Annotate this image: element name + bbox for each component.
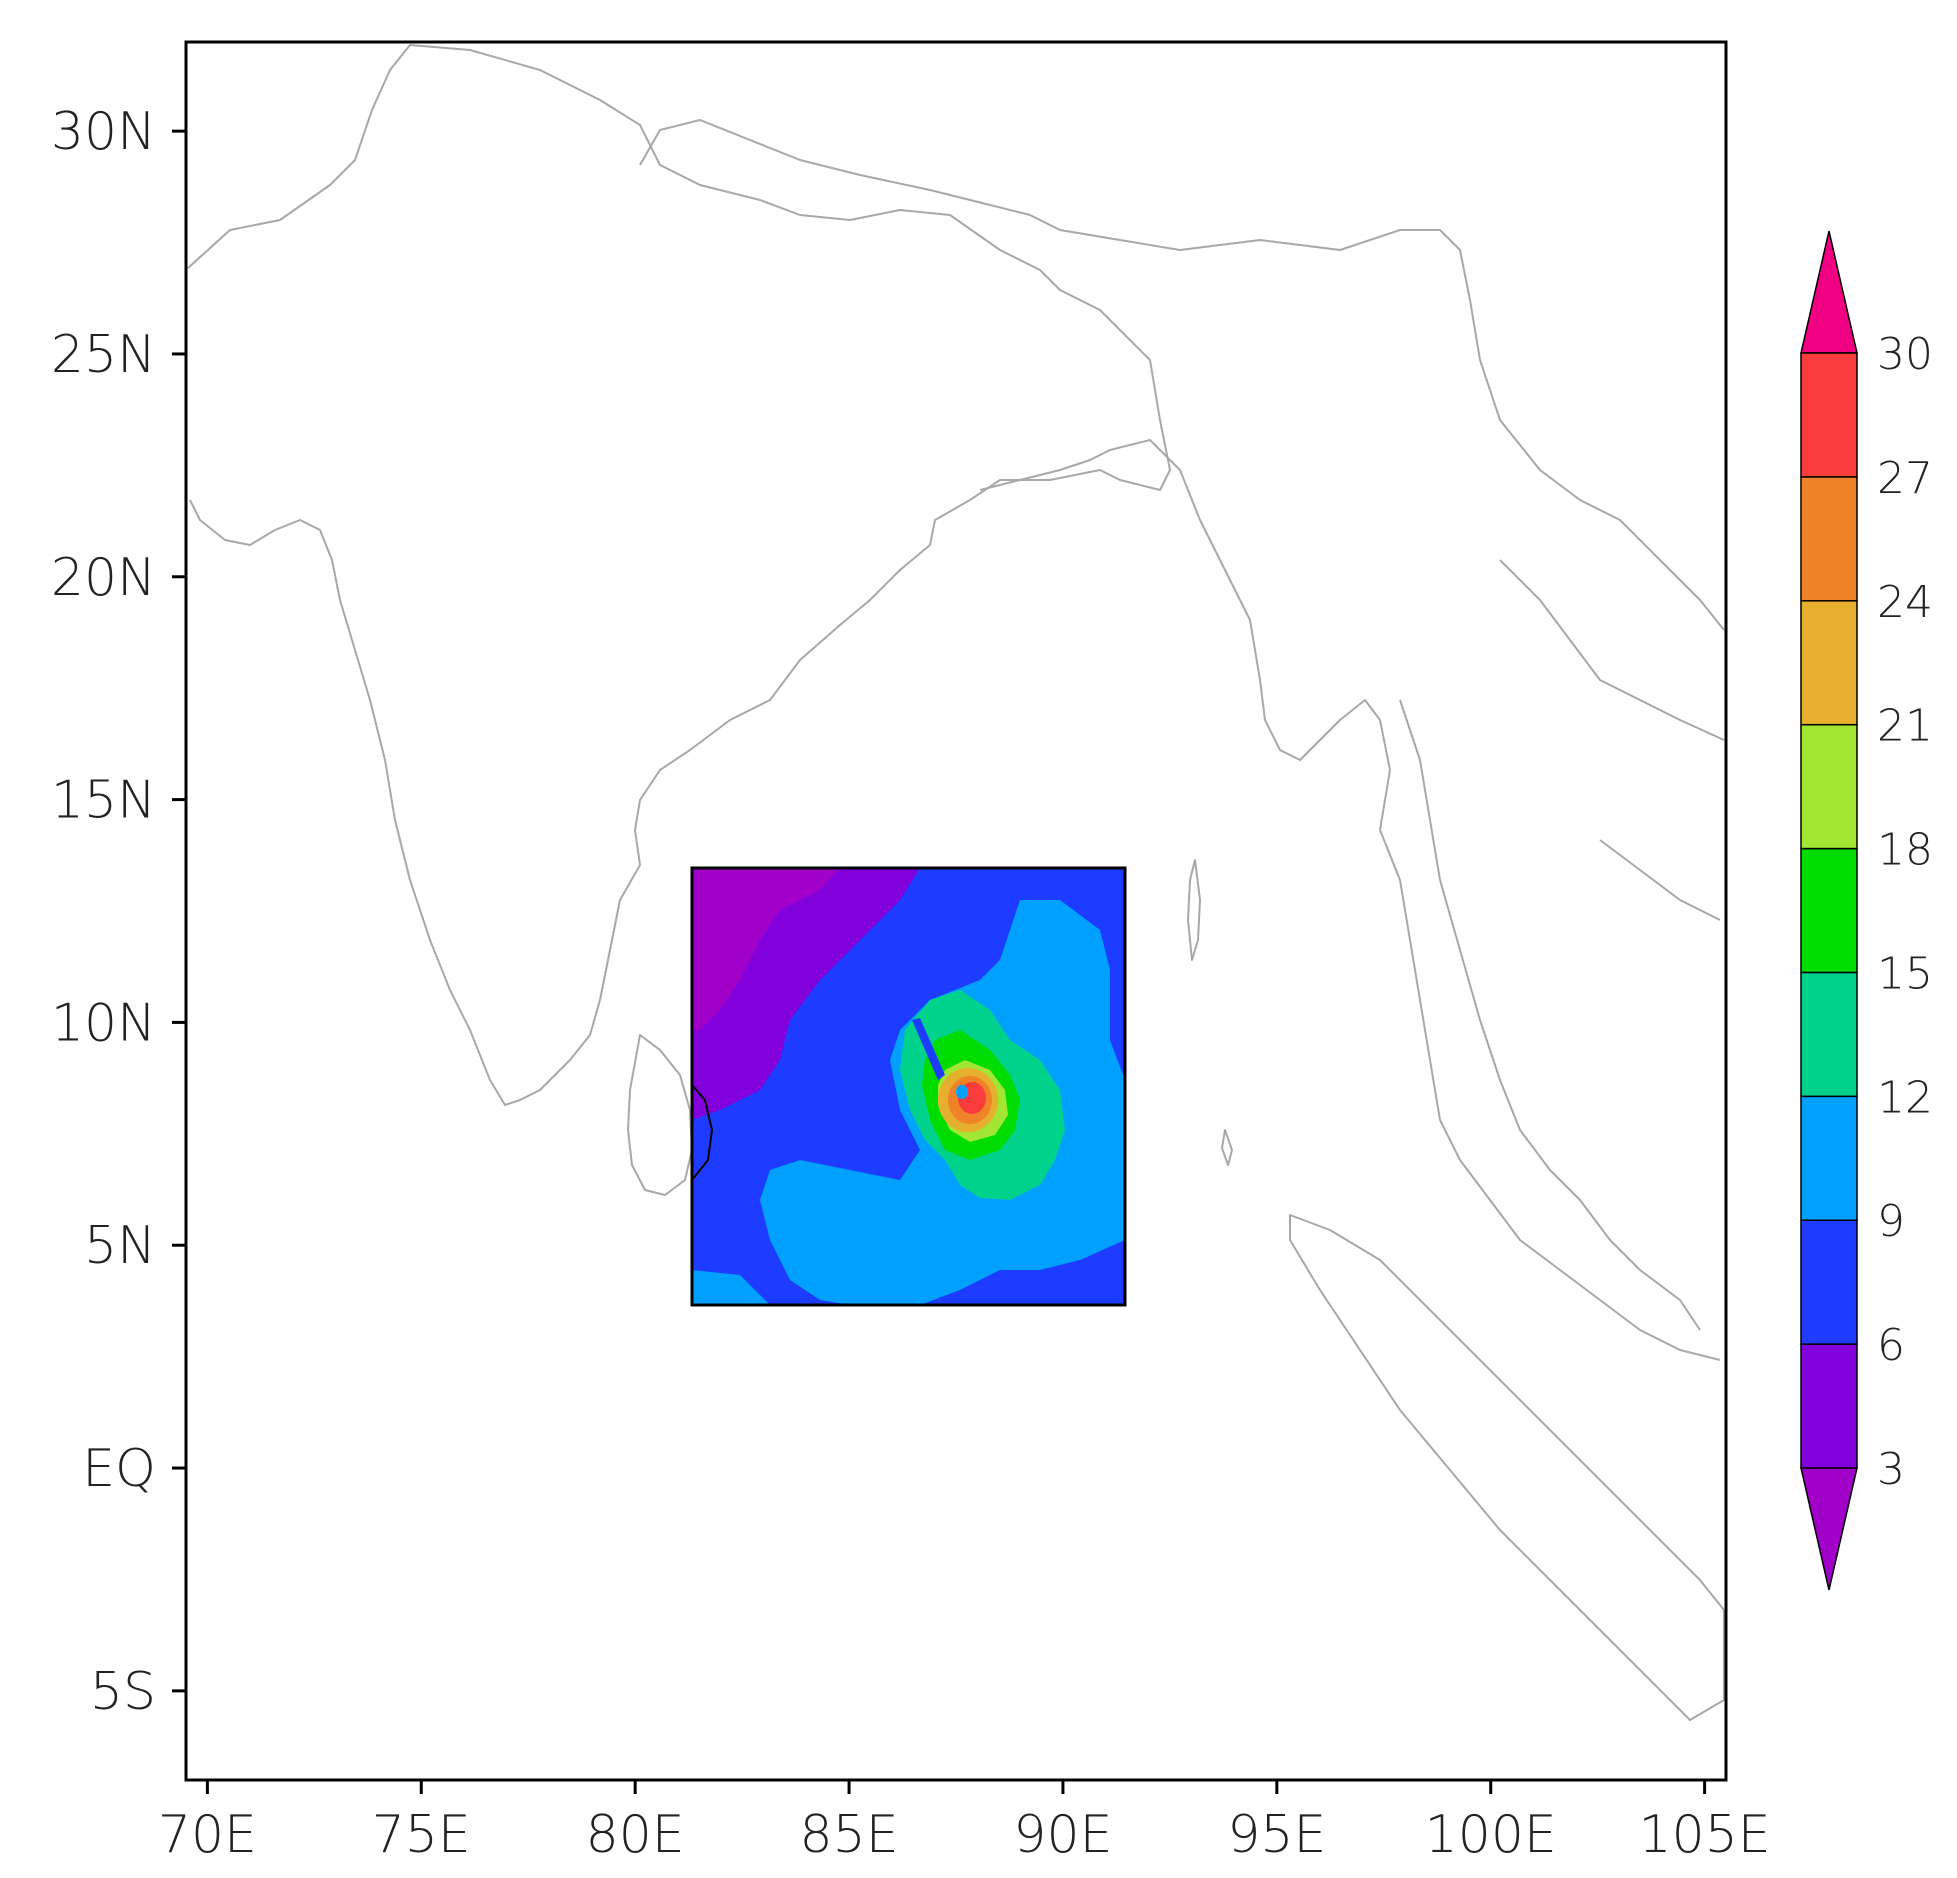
x-tick-label: 90E — [1013, 1805, 1112, 1865]
colorbar-label: 21 — [1877, 701, 1933, 752]
colorbar-label: 12 — [1877, 1072, 1933, 1123]
coastline-andaman — [1187, 859, 1201, 961]
colorbar-bin — [1800, 600, 1858, 726]
inset-fill-9-12-corner — [692, 1270, 770, 1305]
colorbar-label: 6 — [1877, 1320, 1905, 1371]
border-north — [639, 119, 1471, 301]
colorbar-extend-min — [1800, 1467, 1858, 1591]
y-axis: 30N 25N 20N 15N 10N 5N EQ 5S — [51, 102, 186, 1722]
colorbar-label: 18 — [1877, 825, 1933, 876]
x-axis: 70E 75E 80E 85E 90E 95E 100E 105E — [158, 1780, 1771, 1865]
inset-contour — [691, 1084, 714, 1181]
x-tick-label: 80E — [586, 1805, 685, 1865]
inset-storm-eye — [956, 1085, 968, 1099]
colorbar-label: 3 — [1877, 1444, 1905, 1495]
x-tick-label: 70E — [158, 1805, 257, 1865]
colorbar-bin — [1800, 476, 1858, 602]
colorbar-label: 9 — [1877, 1196, 1905, 1247]
coastline-malay — [1399, 699, 1701, 1331]
colorbar-label: 15 — [1877, 948, 1933, 999]
colorbar-bin — [1800, 971, 1858, 1098]
colorbar-label: 24 — [1877, 577, 1933, 628]
coastlines — [187, 44, 1725, 1721]
colorbar: 3 6 9 12 15 18 21 24 27 30 — [1800, 230, 1933, 1591]
coastline-sri-lanka — [627, 1034, 693, 1196]
wind-speed-inset — [690, 866, 1127, 1307]
colorbar-extend-max — [1800, 230, 1858, 354]
colorbar-label: 30 — [1877, 329, 1933, 380]
coastline-sumatra — [1289, 1214, 1725, 1721]
y-tick-label: 15N — [51, 771, 156, 831]
map-frame — [184, 40, 1728, 1782]
inset-border — [690, 866, 1127, 1307]
coastline-indochina — [1469, 299, 1725, 921]
colorbar-label: 27 — [1877, 453, 1933, 504]
y-tick-label: 5S — [90, 1662, 156, 1722]
colorbar-bin — [1800, 352, 1858, 478]
colorbar-bin — [1800, 847, 1858, 974]
coastline-myanmar — [979, 439, 1721, 1361]
x-tick-label: 75E — [372, 1805, 471, 1865]
colorbar-bin — [1800, 723, 1858, 850]
colorbar-bin — [1800, 1343, 1858, 1469]
inset-fill-below-3 — [692, 868, 840, 1030]
map-panel: 70E 75E 80E 85E 90E 95E 100E 105E 30N 25N 20N 15N 1… — [51, 40, 1771, 1865]
y-tick-label: 5N — [84, 1216, 156, 1276]
colorbar-bin — [1800, 1219, 1858, 1345]
x-tick-label: 95E — [1227, 1805, 1326, 1865]
colorbar-bin — [1800, 1095, 1858, 1221]
y-tick-label: 20N — [51, 548, 156, 608]
inset-streak — [912, 1018, 945, 1080]
coastline-india — [187, 44, 1171, 1106]
x-tick-label: 100E — [1425, 1805, 1557, 1865]
y-tick-label: EQ — [82, 1439, 156, 1499]
y-tick-label: 25N — [51, 325, 156, 385]
x-tick-label: 85E — [800, 1805, 899, 1865]
y-tick-label: 30N — [51, 102, 156, 162]
y-tick-label: 10N — [51, 993, 156, 1053]
x-tick-label: 105E — [1639, 1805, 1771, 1865]
coastline-nicobar — [1221, 1129, 1233, 1166]
